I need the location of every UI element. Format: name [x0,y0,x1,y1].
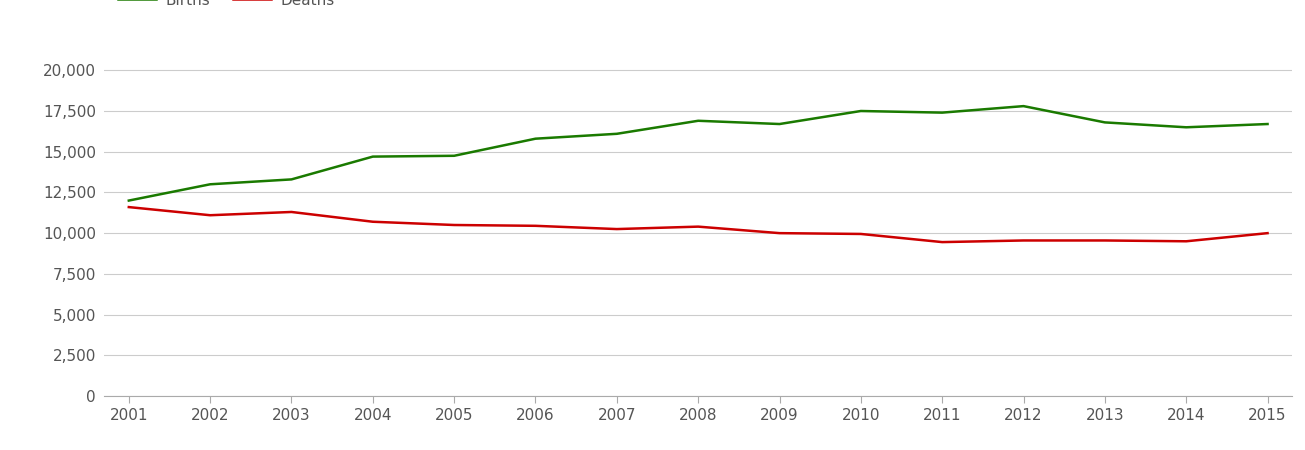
Deaths [609,226,625,232]
Births [121,198,137,203]
Deaths [690,224,706,230]
Deaths [853,231,869,237]
Deaths [365,219,381,225]
Births [1098,120,1113,125]
Deaths [202,212,218,218]
Births [446,153,462,158]
Deaths [121,204,137,210]
Deaths [1015,238,1031,243]
Line: Deaths: Deaths [129,207,1267,242]
Births [1178,125,1194,130]
Births [934,110,950,115]
Births [771,122,787,127]
Legend: Births, Deaths: Births, Deaths [112,0,341,14]
Births [202,182,218,187]
Births [365,154,381,159]
Births [283,177,299,182]
Deaths [1098,238,1113,243]
Line: Births: Births [129,106,1267,201]
Deaths [771,230,787,236]
Deaths [1259,230,1275,236]
Births [609,131,625,136]
Births [1259,122,1275,127]
Deaths [446,222,462,228]
Births [853,108,869,114]
Deaths [527,223,543,229]
Deaths [1178,238,1194,244]
Deaths [283,209,299,215]
Deaths [934,239,950,245]
Births [690,118,706,123]
Births [1015,104,1031,109]
Births [527,136,543,141]
